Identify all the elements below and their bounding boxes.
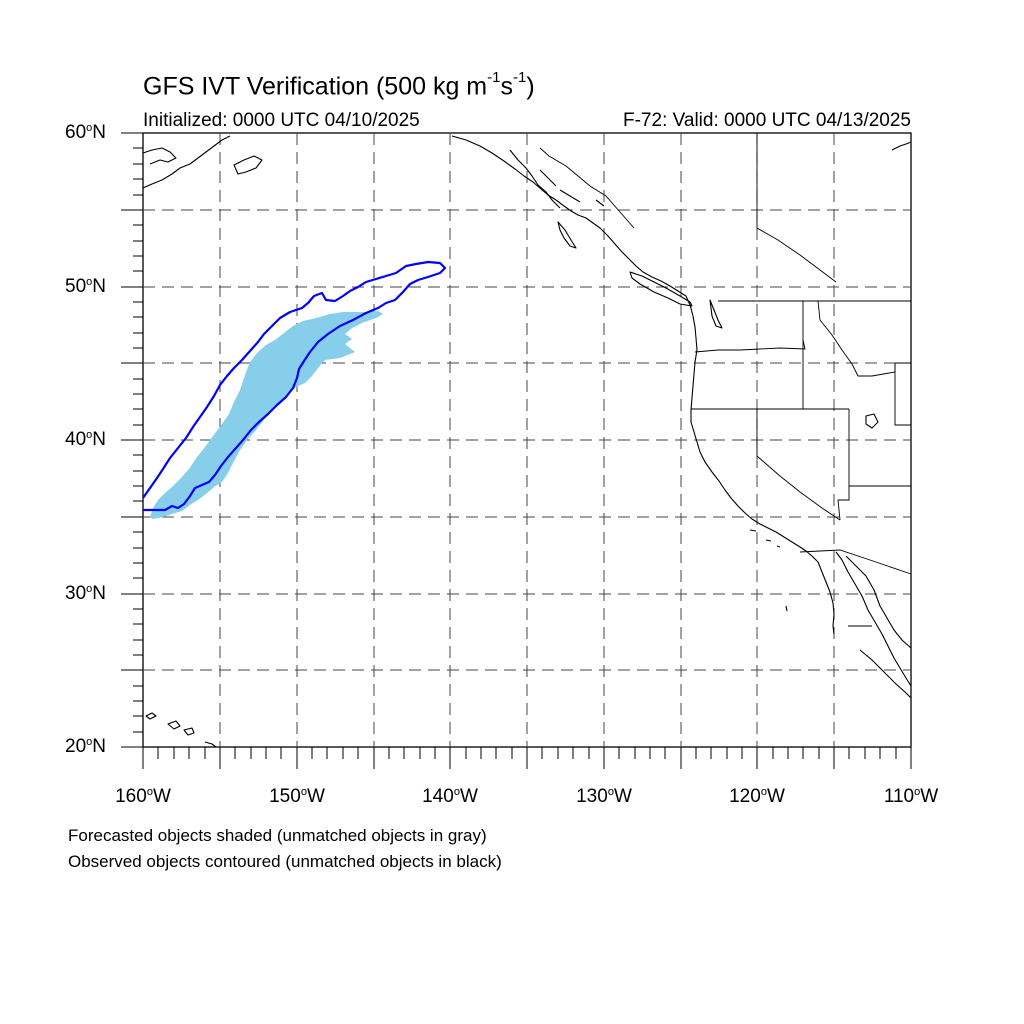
island-hawaii-3 xyxy=(204,741,217,748)
lat-label-20: 20oN xyxy=(65,736,106,757)
island-guadalupe xyxy=(785,605,788,612)
island-hawaii-2 xyxy=(167,720,195,736)
coastline-cook-inlet xyxy=(233,155,263,175)
border-wy xyxy=(894,362,911,426)
lat-ticks xyxy=(121,132,143,748)
coastline-vancouver-island xyxy=(629,271,693,307)
map-title: GFS IVT Verification (500 kg m-1s-1) xyxy=(143,69,535,101)
lat-label-50: 50oN xyxy=(65,276,106,297)
lat-label-60: 60oN xyxy=(65,122,106,143)
lat-label-30: 30oN xyxy=(65,583,106,604)
coastline-hudson-bay-edge xyxy=(891,141,912,151)
coastline-alaska-panhandle xyxy=(509,149,605,209)
coastline-alaska xyxy=(142,135,231,189)
coastline-mexico-mainland xyxy=(859,649,912,699)
island-hawaii-1 xyxy=(145,712,157,720)
graticule xyxy=(143,133,911,747)
lon-label-150w: 150oW xyxy=(269,786,325,807)
lon-label-120w: 120oW xyxy=(729,786,785,807)
observed-ivt-contour xyxy=(142,260,447,512)
border-id-mt xyxy=(817,300,896,377)
border-wa-or xyxy=(694,339,806,353)
valid-time-label: F-72: Valid: 0000 UTC 04/13/2025 xyxy=(623,110,911,131)
lon-label-130w: 130oW xyxy=(576,786,632,807)
coastline-north-america xyxy=(451,135,835,635)
border-canada-alaska xyxy=(539,133,837,283)
border-us-mexico xyxy=(799,549,912,575)
lake-great-salt xyxy=(865,413,879,429)
border-az xyxy=(837,486,850,521)
init-time-label: Initialized: 0000 UTC 04/10/2025 xyxy=(143,110,420,131)
lon-label-140w: 140oW xyxy=(422,786,478,807)
political-boundaries xyxy=(539,133,912,627)
coastline-haida-gwaii xyxy=(557,221,577,249)
border-nv-ut xyxy=(848,409,911,487)
coastline-gulf-of-california-east xyxy=(845,555,912,649)
islands-channel xyxy=(749,529,781,548)
lon-ticks xyxy=(142,747,912,769)
caption-observed: Observed objects contoured (unmatched ob… xyxy=(68,852,502,871)
caption-forecast: Forecasted objects shaded (unmatched obj… xyxy=(68,826,487,845)
coastlines xyxy=(142,135,912,748)
lat-label-40: 40oN xyxy=(65,429,106,450)
lon-label-160w: 160oW xyxy=(115,786,171,807)
border-ca-nv xyxy=(756,409,841,521)
coastline-gulf-of-california-west xyxy=(835,551,912,687)
coastline-puget-sound xyxy=(709,299,723,329)
lon-label-110w: 110oW xyxy=(883,786,939,807)
